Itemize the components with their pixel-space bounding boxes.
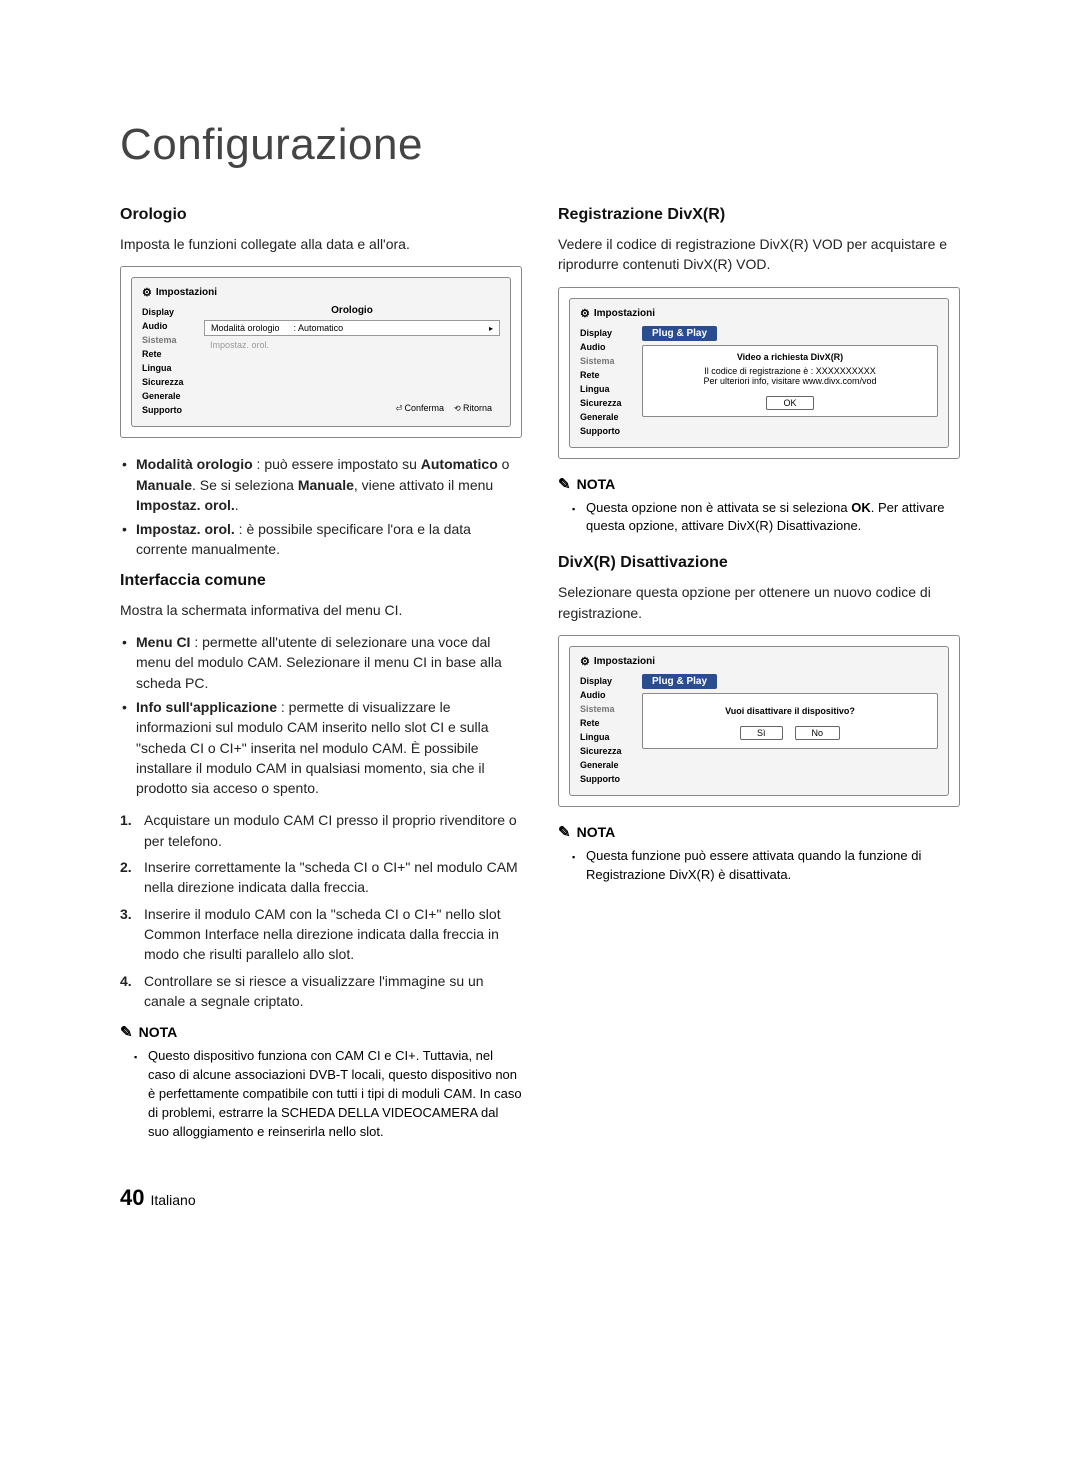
dialog-line: Video a richiesta DivX(R)	[651, 352, 929, 362]
text-registrazione: Vedere il codice di registrazione DivX(R…	[558, 234, 960, 275]
nota-list: Questa opzione non è attivata se si sele…	[558, 499, 960, 537]
sidebar-item[interactable]: Supporto	[580, 424, 638, 438]
nota-list: Questo dispositivo funziona con CAM CI e…	[120, 1047, 522, 1141]
panel-sidebar: Display Audio Sistema Rete Lingua Sicure…	[580, 326, 638, 438]
list-item: Inserire correttamente la "scheda CI o C…	[120, 857, 522, 898]
list-item: Questa funzione può essere attivata quan…	[558, 847, 960, 885]
nota-list: Questa funzione può essere attivata quan…	[558, 847, 960, 885]
left-column: Orologio Imposta le funzioni collegate a…	[120, 206, 522, 1145]
page-number: 40	[120, 1185, 144, 1211]
breadcrumb-badge: Plug & Play	[642, 326, 717, 341]
sidebar-item[interactable]: Audio	[142, 319, 200, 333]
back-hint: Ritorna	[454, 403, 492, 413]
heading-orologio: Orologio	[120, 206, 522, 224]
heading-interfaccia: Interfaccia comune	[120, 572, 522, 590]
gear-icon: ⚙	[142, 286, 152, 299]
page-lang: Italiano	[150, 1192, 195, 1208]
sidebar-item[interactable]: Display	[580, 326, 638, 340]
panel-sidebar: Display Audio Sistema Rete Lingua Sicure…	[580, 674, 638, 786]
two-column-layout: Orologio Imposta le funzioni collegate a…	[120, 206, 960, 1145]
heading-disattivazione: DivX(R) Disattivazione	[558, 554, 960, 572]
sidebar-item[interactable]: Audio	[580, 688, 638, 702]
sidebar-item[interactable]: Sicurezza	[142, 375, 200, 389]
sidebar-item[interactable]: Display	[142, 305, 200, 319]
list-item: Modalità orologio : può essere impostato…	[120, 454, 522, 515]
panel-divx-dis: ⚙ Impostazioni Display Audio Sistema Rete…	[558, 635, 960, 807]
sidebar-item[interactable]: Supporto	[580, 772, 638, 786]
note-icon: ✎	[120, 1023, 133, 1041]
dialog-line: Il codice di registrazione è : XXXXXXXXX…	[651, 366, 929, 376]
gear-icon: ⚙	[580, 307, 590, 320]
chevron-right-icon: ▸	[489, 324, 493, 333]
panel-divx-reg: ⚙ Impostazioni Display Audio Sistema Rete…	[558, 287, 960, 459]
sidebar-item[interactable]: Rete	[580, 716, 638, 730]
dialog-line: Per ulteriori info, visitare www.divx.co…	[651, 376, 929, 386]
sidebar-item[interactable]: Sicurezza	[580, 396, 638, 410]
sidebar-item[interactable]: Generale	[580, 410, 638, 424]
sidebar-item[interactable]: Rete	[142, 347, 200, 361]
breadcrumb-badge: Plug & Play	[642, 674, 717, 689]
dropdown-value: : Automatico	[294, 323, 344, 333]
note-icon: ✎	[558, 823, 571, 841]
panel-sidebar: Display Audio Sistema Rete Lingua Sicure…	[142, 305, 200, 417]
panel-footer: Conferma Ritorna	[396, 403, 492, 413]
interfaccia-bullets: Menu CI : permette all'utente di selezio…	[120, 632, 522, 798]
list-item: Inserire il modulo CAM con la "scheda CI…	[120, 904, 522, 965]
note-icon: ✎	[558, 475, 571, 493]
sidebar-item[interactable]: Lingua	[580, 382, 638, 396]
sidebar-item[interactable]: Audio	[580, 340, 638, 354]
list-item: Controllare se si riesce a visualizzare …	[120, 971, 522, 1012]
heading-registrazione: Registrazione DivX(R)	[558, 206, 960, 224]
panel-title-label: Impostazioni	[156, 287, 217, 298]
sidebar-item[interactable]: Lingua	[580, 730, 638, 744]
nota-heading: ✎NOTA	[558, 475, 960, 493]
dialog-question: Vuoi disattivare il dispositivo?	[651, 706, 929, 716]
gear-icon: ⚙	[580, 655, 590, 668]
text-orologio: Imposta le funzioni collegate alla data …	[120, 234, 522, 254]
text-disattivazione: Selezionare questa opzione per ottenere …	[558, 582, 960, 623]
sidebar-item[interactable]: Sicurezza	[580, 744, 638, 758]
panel-header: Orologio	[204, 305, 500, 316]
clock-set-row: Impostaz. orol.	[204, 338, 500, 352]
clock-mode-dropdown[interactable]: Modalità orologio : Automatico ▸	[204, 320, 500, 336]
page-footer: 40 Italiano	[120, 1185, 960, 1211]
divx-dis-dialog: Vuoi disattivare il dispositivo? Sì No	[642, 693, 938, 749]
orologio-bullets: Modalità orologio : può essere impostato…	[120, 454, 522, 559]
list-item: Acquistare un modulo CAM CI presso il pr…	[120, 810, 522, 851]
sidebar-item[interactable]: Sistema	[142, 333, 200, 347]
no-button[interactable]: No	[795, 726, 841, 740]
list-item: Questo dispositivo funziona con CAM CI e…	[120, 1047, 522, 1141]
confirm-hint: Conferma	[396, 403, 444, 413]
panel-title-label: Impostazioni	[594, 656, 655, 667]
nota-heading: ✎NOTA	[120, 1023, 522, 1041]
list-item: Impostaz. orol. : è possibile specificar…	[120, 519, 522, 560]
page-title: Configurazione	[120, 120, 960, 170]
sidebar-item[interactable]: Supporto	[142, 403, 200, 417]
list-item: Menu CI : permette all'utente di selezio…	[120, 632, 522, 693]
text-interfaccia: Mostra la schermata informativa del menu…	[120, 600, 522, 620]
divx-dialog: Video a richiesta DivX(R) Il codice di r…	[642, 345, 938, 417]
sidebar-item[interactable]: Lingua	[142, 361, 200, 375]
interfaccia-steps: Acquistare un modulo CAM CI presso il pr…	[120, 810, 522, 1011]
sidebar-item[interactable]: Generale	[142, 389, 200, 403]
yes-button[interactable]: Sì	[740, 726, 783, 740]
panel-title-label: Impostazioni	[594, 308, 655, 319]
sidebar-item[interactable]: Sistema	[580, 702, 638, 716]
panel-orologio: ⚙ Impostazioni Display Audio Sistema Rete…	[120, 266, 522, 438]
sidebar-item[interactable]: Display	[580, 674, 638, 688]
list-item: Questa opzione non è attivata se si sele…	[558, 499, 960, 537]
list-item: Info sull'applicazione : permette di vis…	[120, 697, 522, 798]
right-column: Registrazione DivX(R) Vedere il codice d…	[558, 206, 960, 1145]
nota-heading: ✎NOTA	[558, 823, 960, 841]
sidebar-item[interactable]: Sistema	[580, 354, 638, 368]
sidebar-item[interactable]: Generale	[580, 758, 638, 772]
dropdown-label: Modalità orologio	[211, 323, 280, 333]
sidebar-item[interactable]: Rete	[580, 368, 638, 382]
ok-button[interactable]: OK	[766, 396, 813, 410]
